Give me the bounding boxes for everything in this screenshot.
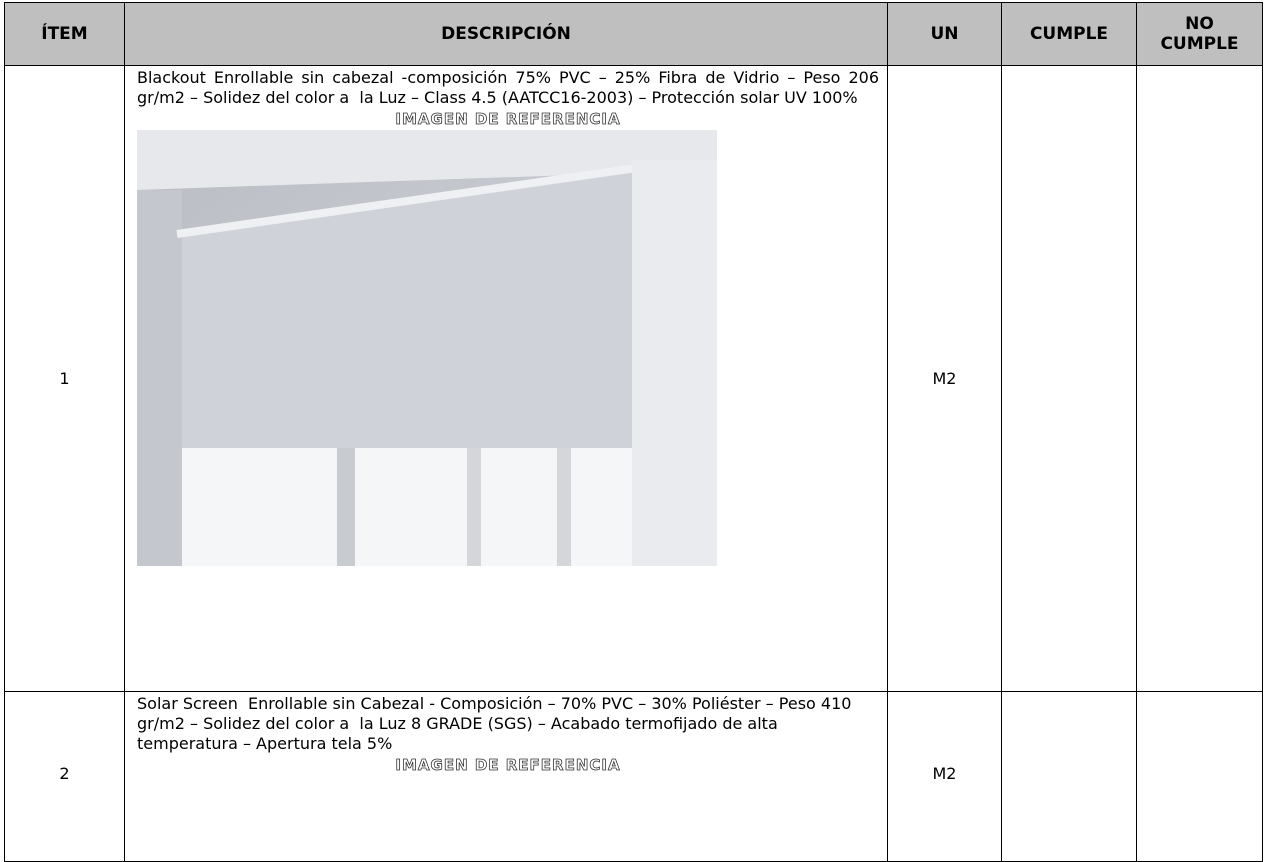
description-cell: Solar Screen Enrollable sin Cabezal - Co…: [124, 691, 888, 862]
description: Blackout Enrollable sin cabezal -composi…: [137, 68, 885, 107]
header-row: ÍTEM DESCRIPCIÓN UN CUMPLE NO CUMPLE: [4, 2, 1263, 66]
header-cell: ÍTEM: [4, 2, 125, 66]
description: Solar Screen Enrollable sin Cabezal - Co…: [137, 694, 857, 753]
unit-cell: M2: [887, 65, 1002, 692]
description-cell: Blackout Enrollable sin cabezal -composi…: [124, 65, 888, 692]
reference-image: [137, 130, 717, 566]
item-cell: 2: [4, 691, 125, 862]
row: 2 Solar Screen Enrollable sin Cabezal - …: [4, 691, 1263, 862]
spec-table: ÍTEM DESCRIPCIÓN UN CUMPLE NO CUMPLE 1 B…: [4, 2, 1263, 862]
cumple-cell: [1001, 691, 1137, 862]
header-cell: UN: [887, 2, 1002, 66]
image-label: IMAGEN DE REFERENCIA: [395, 110, 621, 129]
row: 1 Blackout Enrollable sin cabezal -compo…: [4, 65, 1263, 692]
header-cell: NO CUMPLE: [1136, 2, 1263, 66]
no-cumple-cell: [1136, 65, 1263, 692]
no-cumple-cell: [1136, 691, 1263, 862]
image-label: IMAGEN DE REFERENCIA: [395, 756, 621, 775]
item-cell: 1: [4, 65, 125, 692]
header-cell: DESCRIPCIÓN: [124, 2, 888, 66]
unit-cell: M2: [887, 691, 1002, 862]
cumple-cell: [1001, 65, 1137, 692]
header-cell: CUMPLE: [1001, 2, 1137, 66]
